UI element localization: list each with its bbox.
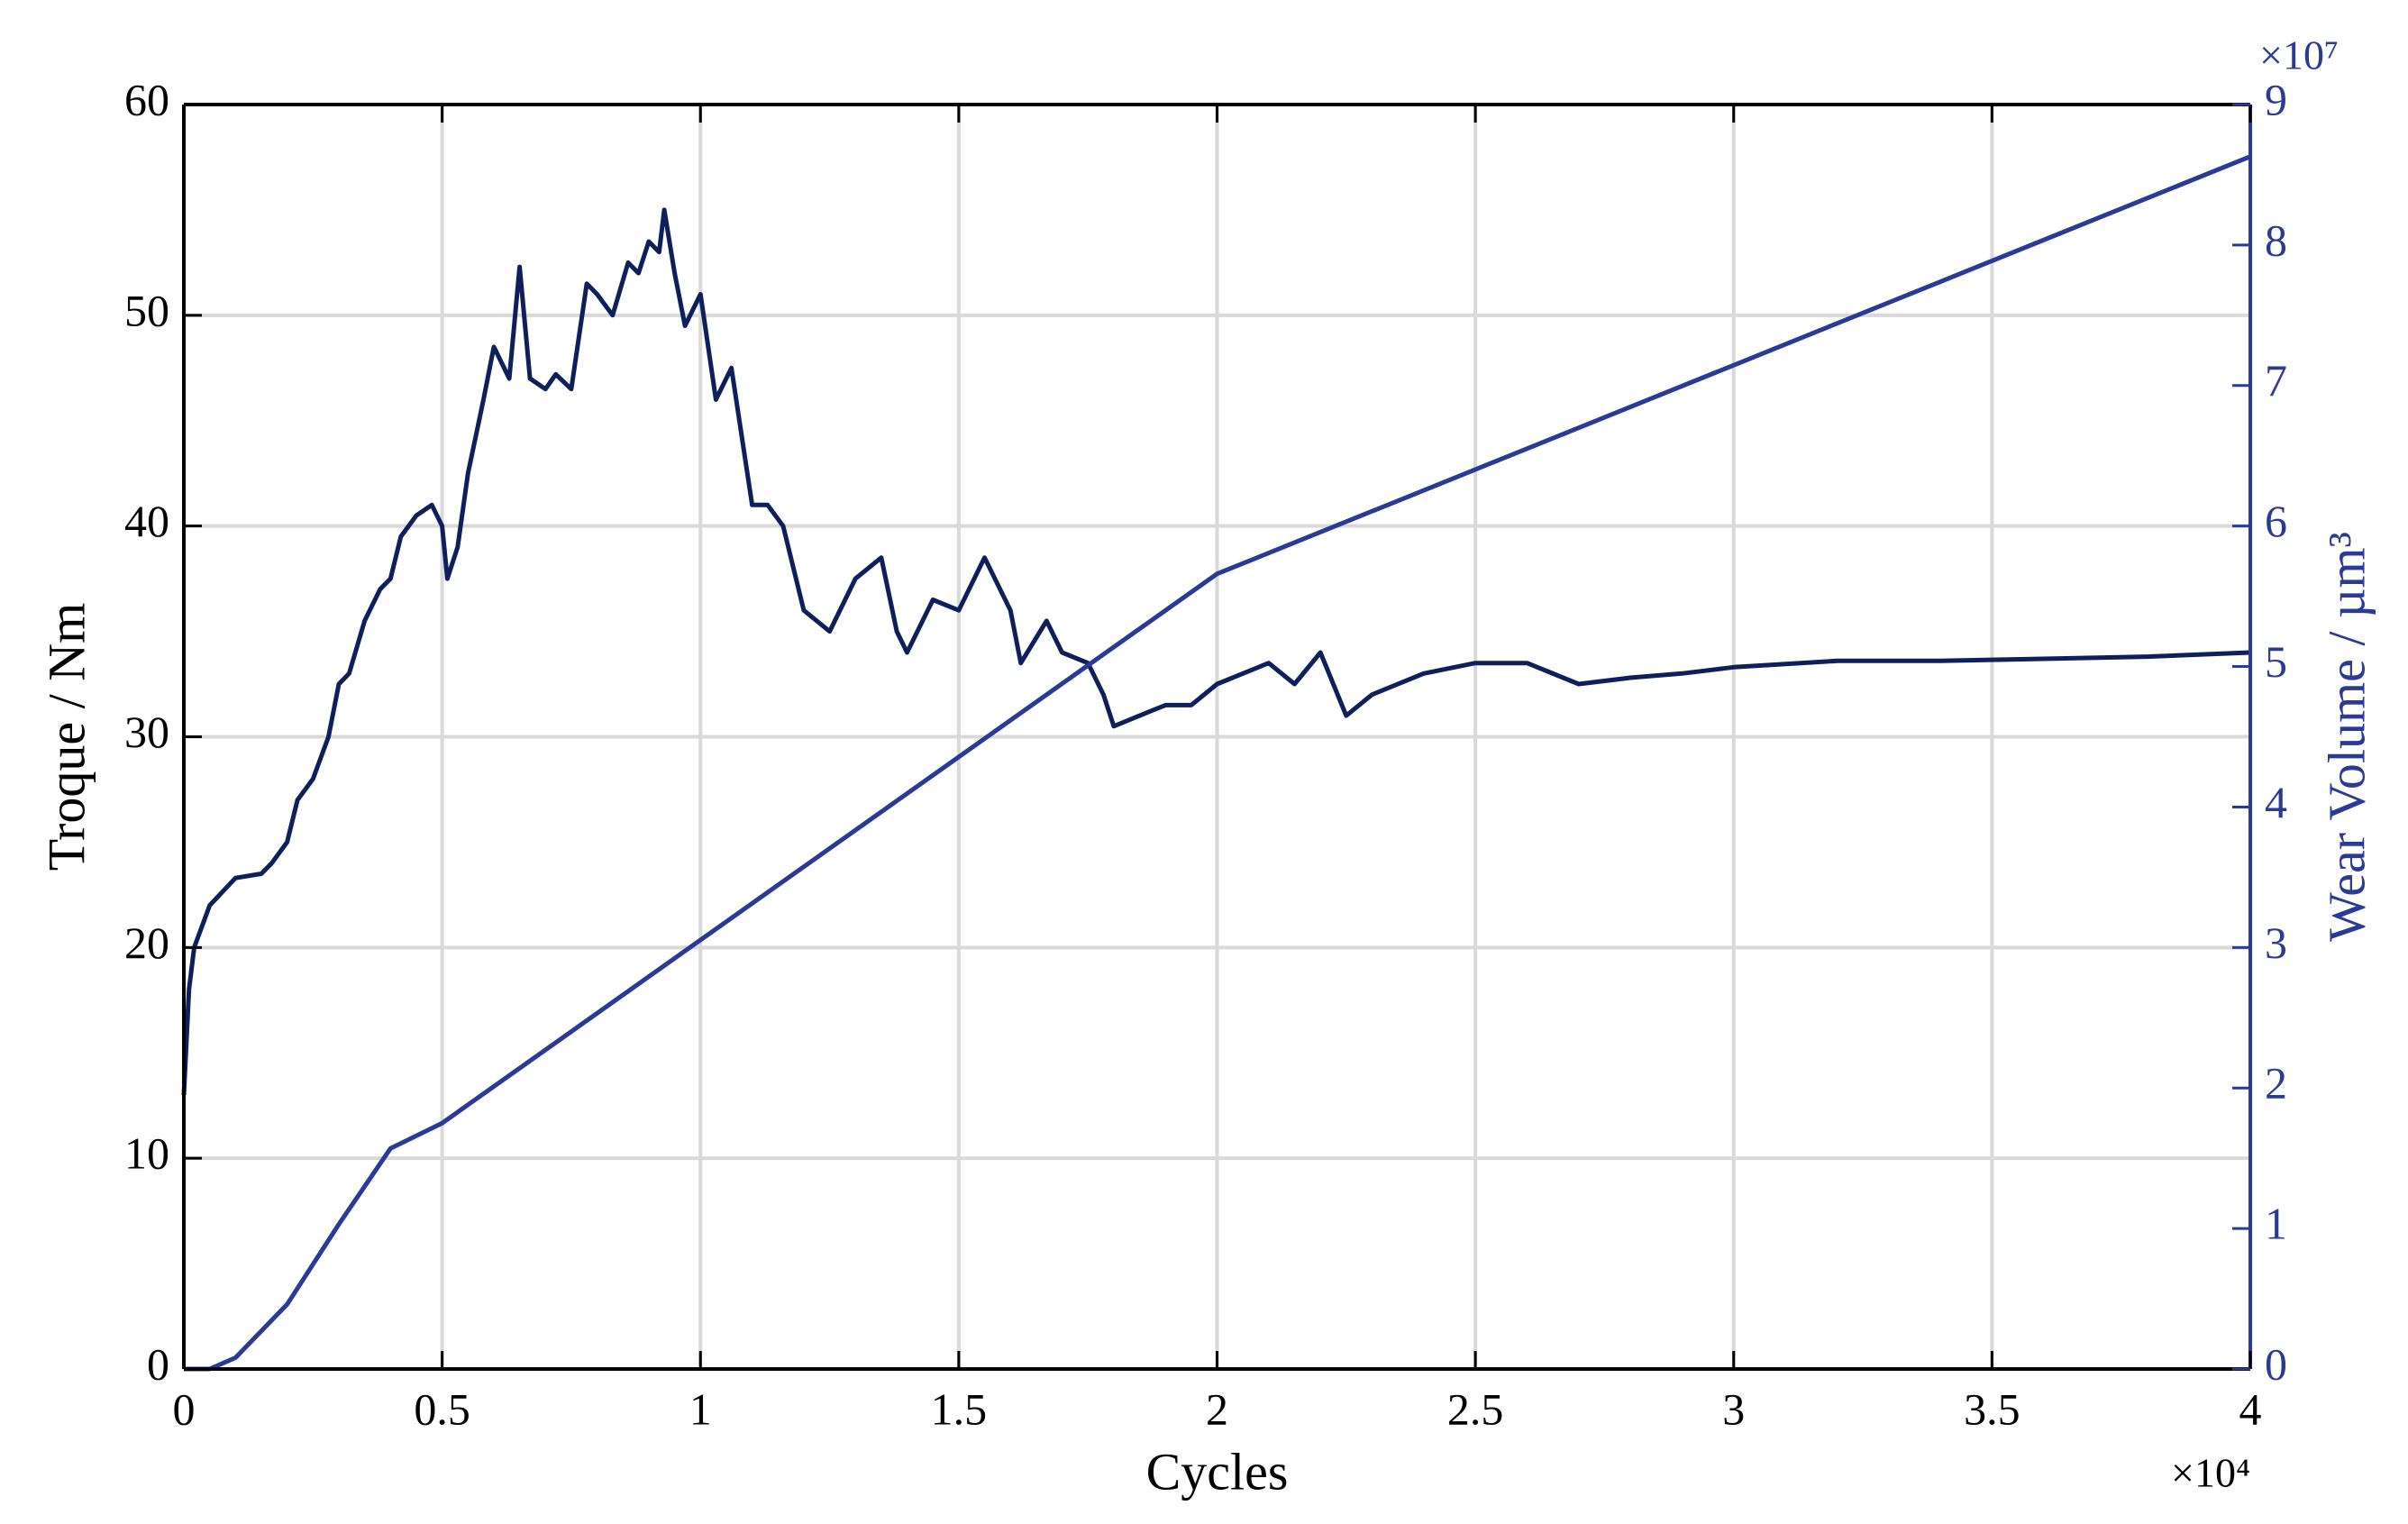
x-tick-label: 0 xyxy=(173,1383,196,1434)
y-tick-label: 0 xyxy=(147,1338,169,1389)
x-tick-label: 1 xyxy=(689,1383,712,1434)
y-tick-label: 20 xyxy=(124,917,169,968)
x-tick-label: 2 xyxy=(1206,1383,1228,1434)
y2-tick-label: 1 xyxy=(2265,1199,2287,1249)
y-tick-label: 40 xyxy=(124,496,169,546)
y2-axis-label: Wear Volume / µm³ xyxy=(2317,532,2376,942)
y2-tick-label: 0 xyxy=(2265,1338,2287,1389)
y2-tick-label: 9 xyxy=(2265,74,2287,124)
y2-tick-label: 6 xyxy=(2265,496,2287,546)
y2-tick-label: 8 xyxy=(2265,214,2287,265)
y-tick-label: 50 xyxy=(124,285,169,335)
y-tick-label: 10 xyxy=(124,1128,169,1179)
x-tick-label: 1.5 xyxy=(931,1383,988,1434)
x-multiplier: ×10⁴ xyxy=(2171,1450,2250,1496)
x-tick-label: 4 xyxy=(2239,1383,2262,1434)
y2-tick-label: 3 xyxy=(2265,917,2287,968)
line-series xyxy=(184,154,2251,1372)
y2-tick-label: 5 xyxy=(2265,636,2287,687)
y2-tick-label: 2 xyxy=(2265,1058,2287,1109)
y-tick-label: 60 xyxy=(124,74,169,124)
y2-multiplier: ×10⁷ xyxy=(2259,32,2339,78)
line-series xyxy=(181,207,2251,1096)
x-tick-label: 3 xyxy=(1722,1383,1745,1434)
y-tick-label: 30 xyxy=(124,707,169,757)
x-tick-label: 2.5 xyxy=(1447,1383,1504,1434)
x-axis-label: Cycles xyxy=(1146,1442,1289,1501)
y2-tick-label: 7 xyxy=(2265,355,2287,406)
y-axis-label: Troque / Nm xyxy=(37,603,96,872)
y2-tick-label: 4 xyxy=(2265,777,2287,827)
x-tick-label: 3.5 xyxy=(1964,1383,2020,1434)
x-tick-label: 0.5 xyxy=(414,1383,470,1434)
